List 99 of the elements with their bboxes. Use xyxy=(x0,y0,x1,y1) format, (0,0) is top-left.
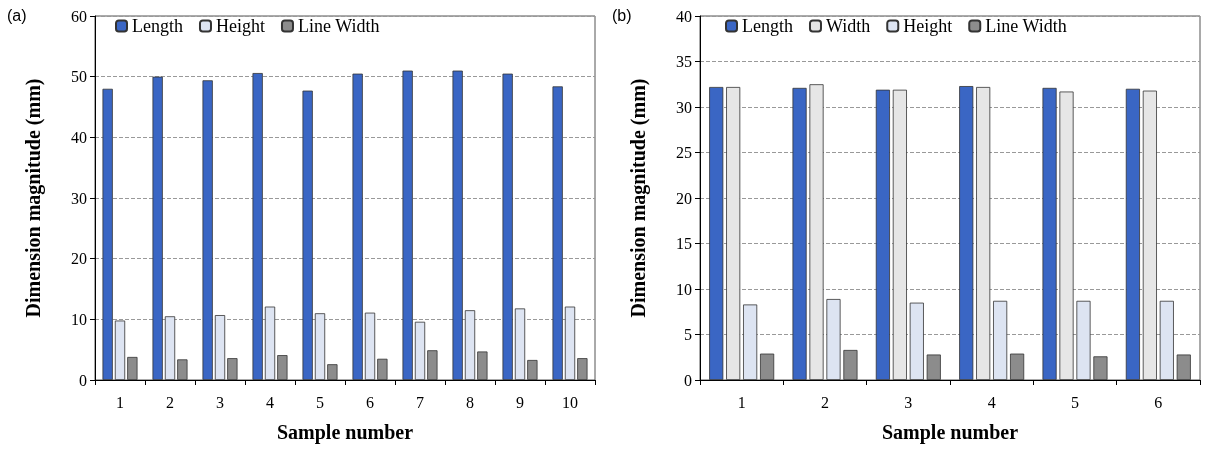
x-tick-label: 2 xyxy=(166,393,174,411)
bar xyxy=(477,351,488,380)
bar xyxy=(452,70,463,380)
legend-label: Width xyxy=(825,16,871,36)
legend-label: Length xyxy=(742,16,793,36)
x-tick-label: 1 xyxy=(116,393,124,411)
bar xyxy=(302,90,313,380)
x-tick-label: 7 xyxy=(416,393,424,411)
bar xyxy=(102,88,113,380)
x-tick-label: 3 xyxy=(216,393,224,411)
x-axis-title: Sample number xyxy=(881,421,1019,444)
bar xyxy=(1125,88,1140,380)
bar xyxy=(314,313,326,380)
bar xyxy=(564,306,576,380)
bar xyxy=(760,353,775,380)
bar xyxy=(743,304,758,380)
legend-label: Line Width xyxy=(297,16,380,36)
y-tick-label: 40 xyxy=(71,128,87,146)
bar xyxy=(214,315,226,380)
bar xyxy=(577,358,588,380)
bar xyxy=(177,359,188,380)
bar xyxy=(959,86,974,380)
x-tick-label: 4 xyxy=(266,393,274,411)
x-tick-label: 6 xyxy=(1154,393,1163,411)
bar xyxy=(402,70,413,380)
x-tick-label: 6 xyxy=(366,393,374,411)
x-tick-label: 5 xyxy=(1071,393,1079,411)
bar xyxy=(892,89,907,380)
y-tick-label: 30 xyxy=(71,189,87,207)
bar xyxy=(792,87,807,380)
bar xyxy=(1010,353,1025,380)
y-tick-label: 60 xyxy=(71,7,87,25)
y-tick-label: 20 xyxy=(676,189,692,207)
bar xyxy=(993,300,1008,380)
legend-label: Height xyxy=(903,16,953,36)
bar xyxy=(1042,87,1057,380)
bar xyxy=(527,359,538,380)
bar xyxy=(502,73,513,380)
y-axis-title: Dimension magnitude (mm) xyxy=(22,78,45,318)
x-tick-label: 3 xyxy=(904,393,913,411)
bar xyxy=(377,358,388,380)
y-tick-label: 40 xyxy=(676,7,692,25)
bar xyxy=(709,86,724,380)
bar xyxy=(352,73,363,380)
y-tick-label: 5 xyxy=(684,326,692,343)
bar xyxy=(327,364,338,380)
x-tick-label: 9 xyxy=(516,393,524,411)
bar xyxy=(202,80,213,380)
bar xyxy=(909,302,924,380)
bar xyxy=(809,84,824,380)
chart-title: (a) xyxy=(7,6,27,24)
x-tick-label: 10 xyxy=(562,393,578,411)
bar xyxy=(1093,356,1108,380)
chart-title: (b) xyxy=(612,6,632,24)
y-tick-label: 30 xyxy=(676,98,692,116)
y-tick-label: 10 xyxy=(71,310,87,328)
bar xyxy=(464,310,476,380)
bar xyxy=(164,316,176,380)
bar xyxy=(227,358,238,380)
legend-label: Length xyxy=(132,16,183,36)
bar xyxy=(414,321,426,380)
x-axis-title: Sample number xyxy=(276,421,414,444)
y-tick-label: 10 xyxy=(676,280,692,298)
y-tick-label: 20 xyxy=(71,250,87,268)
bar xyxy=(552,86,563,380)
bar xyxy=(264,306,276,380)
legend-label: Height xyxy=(215,16,265,36)
bar xyxy=(427,350,438,380)
bar xyxy=(152,76,163,380)
bar xyxy=(364,312,376,380)
x-tick-label: 2 xyxy=(821,393,829,411)
bar xyxy=(1176,354,1191,380)
y-tick-label: 50 xyxy=(71,68,87,86)
bar xyxy=(252,73,263,380)
bar xyxy=(726,86,741,380)
x-tick-label: 4 xyxy=(987,393,996,411)
y-tick-label: 25 xyxy=(676,144,692,161)
x-tick-label: 5 xyxy=(316,393,324,411)
y-tick-label: 0 xyxy=(684,371,692,389)
bar xyxy=(926,354,941,380)
x-tick-label: 1 xyxy=(737,393,746,411)
bar xyxy=(843,349,858,380)
bar xyxy=(976,86,991,380)
bar xyxy=(875,89,890,380)
y-tick-label: 15 xyxy=(676,235,692,252)
bar xyxy=(826,299,841,380)
bar xyxy=(277,355,288,380)
y-tick-label: 0 xyxy=(79,371,87,389)
bar xyxy=(1142,90,1157,380)
bar xyxy=(514,308,526,380)
legend-label: Line Width xyxy=(985,16,1067,36)
y-tick-label: 35 xyxy=(676,53,692,70)
bar xyxy=(114,320,126,380)
bar xyxy=(1159,300,1174,380)
bar xyxy=(1059,91,1074,380)
bar xyxy=(1076,300,1091,380)
x-tick-label: 8 xyxy=(466,393,474,411)
y-axis-title: Dimension magnitude (mm) xyxy=(627,78,650,318)
bar xyxy=(127,356,138,380)
